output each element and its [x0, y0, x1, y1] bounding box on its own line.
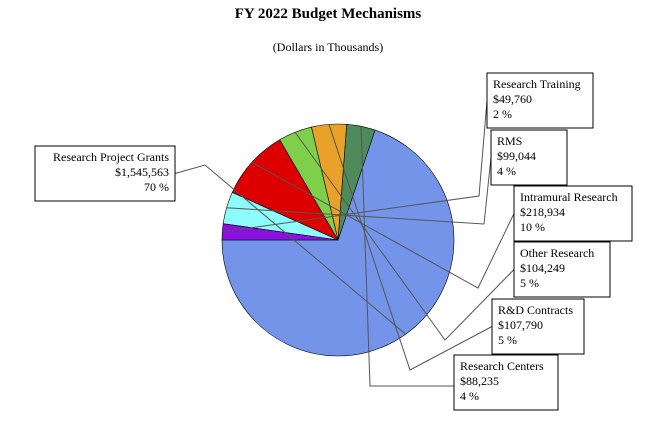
leader-line: [251, 161, 515, 289]
slice-label-amount: $1,545,563: [115, 165, 169, 179]
leader-line: [222, 100, 488, 233]
slice-label-amount: $104,249: [520, 261, 565, 275]
slice-label-name: Intramural Research: [520, 190, 618, 204]
slice-label-name: Research Centers: [460, 359, 544, 373]
slice-label-amount: $49,760: [493, 92, 532, 106]
slice-label-name: Research Training: [493, 77, 581, 91]
callout-box: [34, 145, 176, 202]
slice-label-name: RMS: [497, 134, 522, 148]
slice-label-name: Other Research: [520, 246, 594, 260]
chart-subtitle: (Dollars in Thousands): [272, 40, 384, 54]
slice-label-percent: 5 %: [498, 333, 517, 347]
slice-label-percent: 4 %: [460, 389, 479, 403]
slice-label-percent: 2 %: [493, 107, 512, 121]
leader-line: [328, 124, 493, 371]
leader-line: [360, 126, 454, 387]
callout-box: [513, 185, 633, 242]
slice-label-name: R&D Contracts: [498, 303, 573, 317]
slice-label-percent: 70 %: [144, 180, 169, 194]
slice-label-amount: $88,235: [460, 374, 499, 388]
slice-label-amount: $99,044: [497, 149, 536, 163]
slice-label-amount: $107,790: [498, 318, 543, 332]
slice-label-percent: 5 %: [520, 276, 539, 290]
callout-box: [486, 72, 594, 129]
leader-line: [294, 131, 515, 341]
leader-line: [226, 157, 492, 225]
slice-label-percent: 4 %: [497, 164, 516, 178]
slice-label-name: Research Project Grants: [53, 150, 169, 164]
callout-box: [513, 241, 611, 298]
leader-line: [174, 164, 406, 335]
chart-title: FY 2022 Budget Mechanisms: [234, 6, 422, 22]
callout-box: [490, 129, 568, 186]
slice-label-percent: 10 %: [520, 220, 545, 234]
callout-box: [453, 354, 559, 411]
slice-label-amount: $218,934: [520, 205, 565, 219]
callout-box: [491, 298, 585, 355]
